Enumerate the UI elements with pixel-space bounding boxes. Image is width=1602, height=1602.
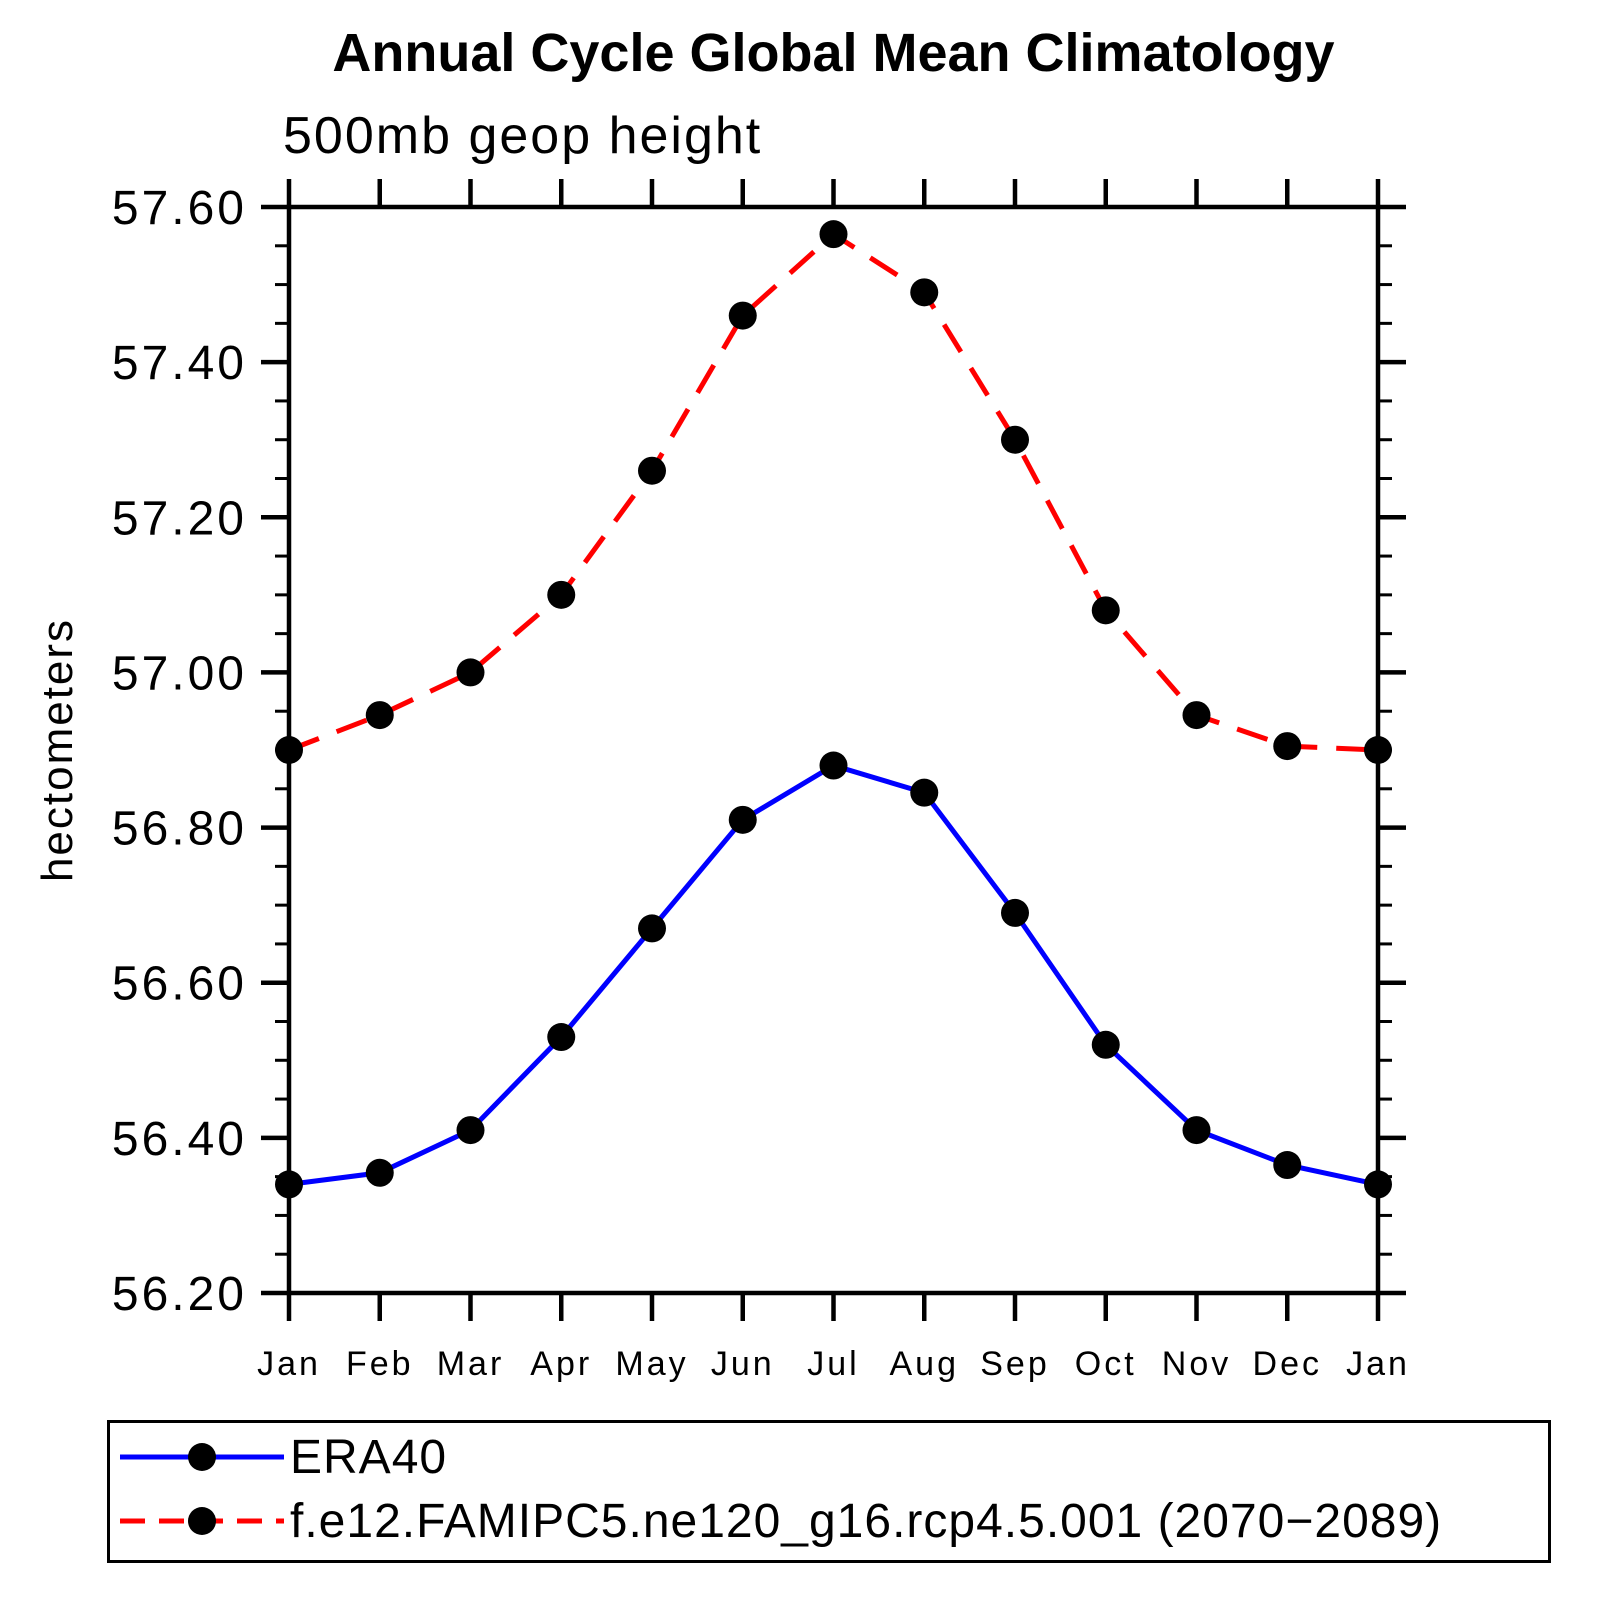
data-point-marker-1 <box>456 658 485 687</box>
legend-sample-dashed-line <box>120 1507 284 1535</box>
legend-label-era40: ERA40 <box>290 1430 448 1484</box>
x-tick-label: Nov <box>1162 1345 1231 1383</box>
x-tick-label: Feb <box>346 1345 414 1383</box>
data-point-marker-1 <box>1091 596 1120 625</box>
x-tick-label: Dec <box>1253 1345 1322 1383</box>
data-point-marker-0 <box>1091 1030 1120 1059</box>
legend-label-model: f.e12.FAMIPC5.ne120_g16.rcp4.5.001 (2070… <box>290 1494 1443 1548</box>
data-point-marker-1 <box>1364 736 1392 764</box>
y-tick-label: 56.40 <box>112 1113 247 1166</box>
legend-entry-model: f.e12.FAMIPC5.ne120_g16.rcp4.5.001 (2070… <box>118 1493 1442 1549</box>
y-tick-label: 56.60 <box>112 958 247 1011</box>
data-point-marker-0 <box>910 778 939 807</box>
y-tick-label: 56.80 <box>112 803 247 856</box>
x-tick-label: Jan <box>1346 1345 1410 1383</box>
y-tick-label: 57.00 <box>112 647 247 700</box>
data-point-marker-1 <box>275 736 303 764</box>
y-tick-label: 57.20 <box>112 492 247 545</box>
y-axis-title: hectometers <box>33 618 82 882</box>
x-tick-label: Jun <box>711 1345 775 1383</box>
y-tick-label: 57.60 <box>112 182 247 235</box>
legend: ERA40 f.e12.FAMIPC5.ne120_g16.rcp4.5.001… <box>107 1420 1551 1563</box>
data-point-marker-0 <box>1273 1151 1302 1180</box>
x-tick-label: Sep <box>980 1345 1050 1383</box>
series-line-1 <box>288 231 1379 753</box>
x-tick-label: Jan <box>257 1345 321 1383</box>
x-tick-label: Aug <box>890 1345 960 1383</box>
x-tick-label: Apr <box>530 1345 592 1383</box>
data-point-marker-1 <box>1273 732 1302 761</box>
plot-frame <box>286 204 1381 1296</box>
data-point-marker-0 <box>1364 1170 1392 1199</box>
legend-sample-solid-line <box>120 1443 284 1471</box>
x-tick-label: Mar <box>437 1345 505 1383</box>
chart-title: Annual Cycle Global Mean Climatology <box>332 23 1335 83</box>
data-point-marker-0 <box>275 1170 303 1199</box>
data-point-marker-1 <box>910 278 939 307</box>
legend-marker-dot <box>188 1443 216 1471</box>
data-point-marker-0 <box>819 751 848 780</box>
data-point-marker-0 <box>1001 898 1029 927</box>
series-line-0 <box>288 762 1379 1187</box>
data-point-marker-0 <box>728 805 757 834</box>
x-tick-label: Jul <box>807 1345 859 1383</box>
x-tick-label: May <box>615 1345 688 1383</box>
data-point-marker-0 <box>547 1023 576 1052</box>
data-point-marker-1 <box>728 301 757 330</box>
chart-subtitle: 500mb geop height <box>283 107 763 165</box>
data-point-marker-1 <box>1001 425 1029 454</box>
data-point-marker-0 <box>638 914 666 943</box>
data-point-marker-1 <box>638 456 666 485</box>
data-point-marker-1 <box>365 701 394 730</box>
data-point-marker-0 <box>1182 1116 1211 1145</box>
data-point-marker-1 <box>1182 701 1211 730</box>
data-point-marker-0 <box>365 1158 394 1187</box>
x-tick-label: Oct <box>1075 1345 1137 1383</box>
data-point-marker-1 <box>819 220 848 249</box>
y-tick-label: 57.40 <box>112 337 247 390</box>
data-point-marker-0 <box>456 1116 485 1145</box>
y-tick-label: 56.20 <box>112 1268 247 1321</box>
legend-marker-dot <box>188 1507 216 1535</box>
legend-entry-era40: ERA40 <box>118 1429 447 1485</box>
data-point-marker-1 <box>547 580 576 609</box>
